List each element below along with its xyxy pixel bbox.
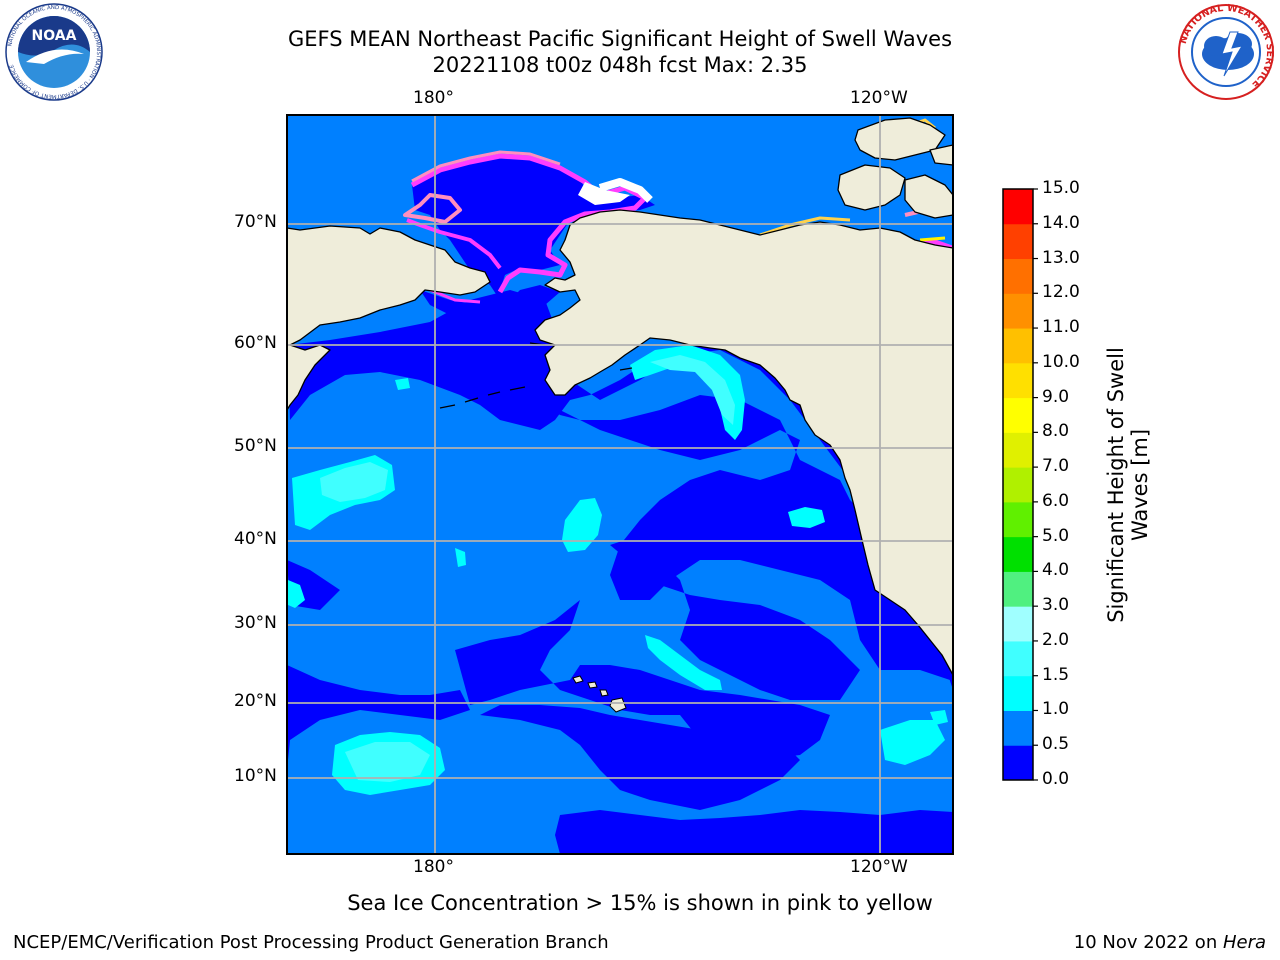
colorbar-level-label: 1.5 <box>1042 664 1070 685</box>
colorbar-level-label: 0.5 <box>1042 734 1070 755</box>
footer-right: 10 Nov 2022 on Hera <box>1074 932 1266 953</box>
hawaii-islands <box>572 675 627 713</box>
colorbar-level-label: 14.0 <box>1042 212 1080 233</box>
colorbar-swatch <box>1003 362 1033 399</box>
peak-swell-regions <box>320 355 735 782</box>
colorbar-swatch <box>1003 467 1033 503</box>
colorbar-swatch <box>1003 536 1033 572</box>
colorbar-swatch <box>1003 397 1033 433</box>
lat-tick-50n: 50°N <box>234 436 277 456</box>
colorbar-level-label: 8.0 <box>1042 421 1070 442</box>
colorbar-level-label: 11.0 <box>1042 317 1080 338</box>
colorbar-swatch <box>1003 606 1033 642</box>
lon-tick-bottom-120w: 120°W <box>850 857 908 877</box>
chart-subtitle: 20221108 t00z 048h fcst Max: 2.35 <box>432 53 808 77</box>
colorbar-swatch <box>1003 293 1033 329</box>
lon-tick-top-120w: 120°W <box>850 88 908 108</box>
colorbar-title-line1: Significant Height of Swell <box>1104 347 1128 623</box>
lat-tick-40n: 40°N <box>234 529 277 549</box>
footer-left: NCEP/EMC/Verification Post Processing Pr… <box>13 932 609 953</box>
lat-tick-20n: 20°N <box>234 691 277 711</box>
colorbar-level-label: 2.0 <box>1042 629 1070 650</box>
colorbar-level-label: 1.0 <box>1042 699 1070 720</box>
colorbar-swatch <box>1003 675 1033 711</box>
colorbar-swatch <box>1003 223 1033 260</box>
map-frame <box>286 114 954 855</box>
aleutian-islands <box>439 342 633 409</box>
lon-tick-top-180: 180° <box>413 88 454 108</box>
colorbar-level-label: 10.0 <box>1042 351 1080 372</box>
noaa-logo-text: NOAA <box>32 28 77 44</box>
ice-gap <box>578 182 630 205</box>
footer-machine: Hera <box>1222 932 1266 953</box>
lat-tick-10n: 10°N <box>234 766 277 786</box>
colorbar-swatch <box>1003 571 1033 607</box>
colorbar-level-label: 4.0 <box>1042 560 1070 581</box>
noaa-logo: NOAA NATIONAL OCEANIC AND ATMOSPHERIC AD… <box>4 2 104 102</box>
lat-tick-60n: 60°N <box>234 333 277 353</box>
lat-tick-70n: 70°N <box>234 212 277 232</box>
colorbar-swatch <box>1003 710 1033 746</box>
colorbar-swatch <box>1003 328 1033 364</box>
colorbar-level-label: 3.0 <box>1042 595 1070 616</box>
colorbar-level-label: 5.0 <box>1042 525 1070 546</box>
colorbar-level-label: 9.0 <box>1042 386 1070 407</box>
sea-ice-note: Sea Ice Concentration > 15% is shown in … <box>347 891 933 915</box>
colorbar-swatch <box>1003 640 1033 677</box>
colorbar-level-label: 7.0 <box>1042 456 1070 477</box>
colorbar-swatch <box>1003 432 1033 468</box>
colorbar-level-label: 12.0 <box>1042 282 1080 303</box>
footer-date: 10 Nov 2022 on <box>1073 932 1223 953</box>
lon-tick-bottom-180: 180° <box>413 857 454 877</box>
colorbar-title-line2: Waves [m] <box>1128 428 1152 542</box>
colorbar-level-label: 6.0 <box>1042 490 1070 511</box>
colorbar-frame <box>1002 188 1034 781</box>
colorbar-swatch <box>1003 189 1033 225</box>
chart-title: GEFS MEAN Northeast Pacific Significant … <box>287 27 953 51</box>
colorbar-swatch <box>1003 501 1033 538</box>
colorbar-swatch <box>1003 745 1033 781</box>
lat-tick-30n: 30°N <box>234 613 277 633</box>
colorbar-level-label: 0.0 <box>1042 769 1070 789</box>
colorbar-level-label: 13.0 <box>1042 247 1080 268</box>
bering-region <box>420 290 560 410</box>
land-masses <box>287 115 953 676</box>
nws-logo: NATIONAL WEATHER SERVICE <box>1176 2 1276 102</box>
colorbar-level-label: 15.0 <box>1042 178 1080 198</box>
map-gridlines <box>287 115 953 854</box>
colorbar-swatch <box>1003 258 1033 294</box>
